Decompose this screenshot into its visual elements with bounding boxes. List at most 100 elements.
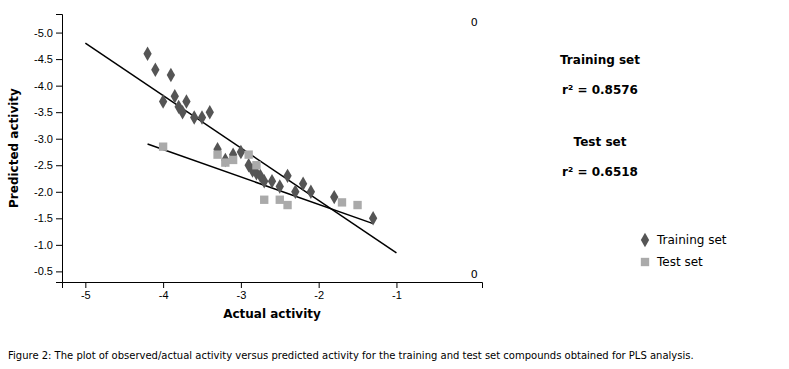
point bbox=[171, 89, 179, 103]
y-axis-tick: -2.0 bbox=[34, 186, 62, 198]
point bbox=[260, 196, 268, 204]
y-axis-tick-mark bbox=[56, 33, 62, 34]
y-axis-tick: -4.0 bbox=[34, 80, 62, 92]
series bbox=[143, 47, 377, 226]
y-axis-title: Predicted activity bbox=[7, 88, 21, 208]
x-axis-tick: -1 bbox=[392, 282, 402, 301]
annotation: r² = 0.8576 bbox=[562, 83, 638, 97]
point bbox=[151, 63, 159, 77]
point bbox=[221, 153, 229, 167]
point bbox=[167, 68, 175, 82]
point bbox=[338, 198, 346, 206]
x-axis-tick-label: -2 bbox=[314, 289, 324, 301]
point bbox=[291, 185, 299, 199]
y-axis-tick: -0.5 bbox=[34, 265, 62, 277]
x-axis-tick-mark bbox=[396, 282, 397, 288]
y-axis-tick-label: -3.0 bbox=[34, 133, 53, 145]
point bbox=[260, 174, 268, 188]
x-axis-title: Actual activity bbox=[223, 307, 321, 321]
point bbox=[159, 142, 167, 150]
point bbox=[307, 185, 315, 199]
caption: Figure 2: The plot of observed/actual ac… bbox=[8, 350, 694, 361]
x-axis-tick-mark bbox=[163, 282, 164, 288]
y-axis: -5.0 -4.5 -4.0 -3.5 -3.0 -2.5 -2.0 -1.5 -1.0 -0.5 bbox=[34, 15, 62, 283]
y-axis-tick: -1.0 bbox=[34, 239, 62, 251]
point bbox=[268, 174, 276, 188]
chart: -5 -4 -3 -2 -1 -5.0 -4.5 -4.0 -3.5 -3.0 -2.5 -2.0 -1… bbox=[0, 0, 789, 369]
legend: Training set Test set bbox=[641, 233, 727, 269]
x-axis-tick-label: -1 bbox=[392, 289, 402, 301]
regression-line bbox=[85, 43, 396, 253]
annotation: Test set bbox=[574, 135, 627, 149]
y-axis-tick: -5.0 bbox=[34, 27, 62, 39]
point bbox=[276, 179, 284, 193]
y-axis-line bbox=[56, 15, 63, 283]
x-axis-tick: -4 bbox=[159, 282, 169, 301]
x-axis-tick: -3 bbox=[236, 282, 246, 301]
point bbox=[369, 211, 377, 225]
y-axis-tick-label: -2.5 bbox=[34, 159, 53, 171]
x-axis-tick: -2 bbox=[314, 282, 324, 301]
annotation: Training set bbox=[560, 53, 640, 67]
point bbox=[143, 47, 151, 61]
point bbox=[159, 94, 167, 108]
point bbox=[182, 94, 190, 108]
y-axis-tick-label: -4.5 bbox=[34, 53, 53, 65]
point bbox=[190, 110, 198, 124]
point bbox=[229, 156, 237, 164]
y-axis-tick: -3.0 bbox=[34, 133, 62, 145]
y-axis-tick-label: -1.5 bbox=[34, 212, 53, 224]
y-axis-tick-label: -2.0 bbox=[34, 186, 53, 198]
legend-item: Test set bbox=[641, 255, 703, 269]
y-axis-tick-label: -4.0 bbox=[34, 80, 53, 92]
annotation: r² = 0.6518 bbox=[562, 165, 638, 179]
y-axis-tick-mark bbox=[56, 218, 62, 219]
point bbox=[353, 201, 361, 209]
y-axis-tick-mark bbox=[56, 165, 62, 166]
x-axis-tick-mark bbox=[85, 282, 86, 288]
y-axis-tick-mark bbox=[56, 192, 62, 193]
regression-line bbox=[148, 144, 374, 224]
x-axis: -5 -4 -3 -2 -1 bbox=[63, 282, 483, 301]
legend-label: Training set bbox=[656, 233, 727, 247]
y-axis-tick-label: -1.0 bbox=[34, 239, 53, 251]
point bbox=[178, 105, 186, 119]
y-axis-tick-label: -3.5 bbox=[34, 106, 53, 118]
y-axis-tick: -3.5 bbox=[34, 106, 62, 118]
annotation: 0 bbox=[471, 268, 478, 281]
legend-label: Test set bbox=[656, 255, 703, 269]
point bbox=[252, 161, 260, 169]
y-axis-tick-mark bbox=[56, 139, 62, 140]
y-axis-tick-label: -0.5 bbox=[34, 265, 53, 277]
y-axis-tick-mark bbox=[56, 271, 62, 272]
x-axis-tick-label: -4 bbox=[159, 289, 169, 301]
y-axis-tick: -1.5 bbox=[34, 212, 62, 224]
point bbox=[299, 177, 307, 191]
point bbox=[283, 169, 291, 183]
y-axis-tick-mark bbox=[56, 245, 62, 246]
x-axis-tick-label: -3 bbox=[236, 289, 246, 301]
point bbox=[206, 105, 214, 119]
point bbox=[221, 158, 229, 166]
y-axis-tick-mark bbox=[56, 86, 62, 87]
legend-symbol bbox=[641, 233, 649, 247]
y-axis-tick-mark bbox=[56, 112, 62, 113]
x-axis-tick: -5 bbox=[81, 282, 91, 301]
x-axis-tick-label: -5 bbox=[81, 289, 91, 301]
marks bbox=[85, 43, 396, 253]
point bbox=[213, 150, 221, 158]
x-axis-tick-mark bbox=[319, 282, 320, 288]
point bbox=[198, 110, 206, 124]
y-axis-tick: -2.5 bbox=[34, 159, 62, 171]
point bbox=[330, 190, 338, 204]
legend-item: Training set bbox=[641, 233, 727, 248]
x-axis-tick-mark bbox=[241, 282, 242, 288]
series bbox=[159, 142, 362, 209]
legend-symbol bbox=[641, 258, 649, 266]
point bbox=[237, 145, 245, 159]
y-axis-tick-mark bbox=[56, 59, 62, 60]
y-axis-tick: -4.5 bbox=[34, 53, 62, 65]
x-axis-line bbox=[63, 283, 483, 289]
plot: -5 -4 -3 -2 -1 -5.0 -4.5 -4.0 -3.5 -3.0 -2.5 -2.0 -1… bbox=[7, 15, 483, 322]
point bbox=[276, 196, 284, 204]
